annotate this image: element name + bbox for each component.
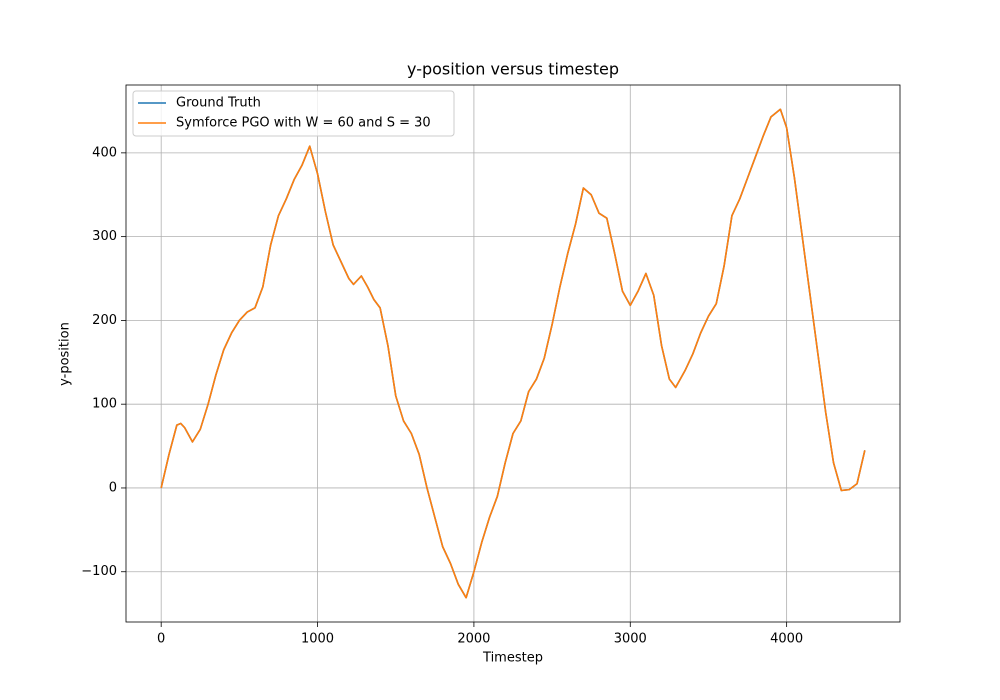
y-tick-label: 200 — [92, 313, 117, 328]
legend-label: Symforce PGO with W = 60 and S = 30 — [176, 116, 431, 131]
y-tick-label: −100 — [81, 564, 117, 579]
y-axis-label: y-position — [58, 322, 73, 386]
legend-label: Ground Truth — [176, 96, 261, 111]
x-tick-label: 0 — [157, 632, 165, 647]
y-tick-label: 100 — [92, 397, 117, 412]
x-axis-label: Timestep — [482, 651, 543, 666]
data-line — [160, 108, 866, 599]
plot-frame — [125, 84, 901, 623]
x-tick-label: 2000 — [457, 632, 490, 647]
legend-box — [132, 90, 455, 137]
chart-title: y-position versus timestep — [407, 60, 619, 79]
x-tick-label: 4000 — [770, 632, 803, 647]
y-tick-label: 300 — [92, 229, 117, 244]
x-tick-label: 1000 — [301, 632, 334, 647]
y-tick-label: 0 — [109, 480, 117, 495]
y-tick-label: 400 — [92, 145, 117, 160]
x-tick-label: 3000 — [614, 632, 647, 647]
